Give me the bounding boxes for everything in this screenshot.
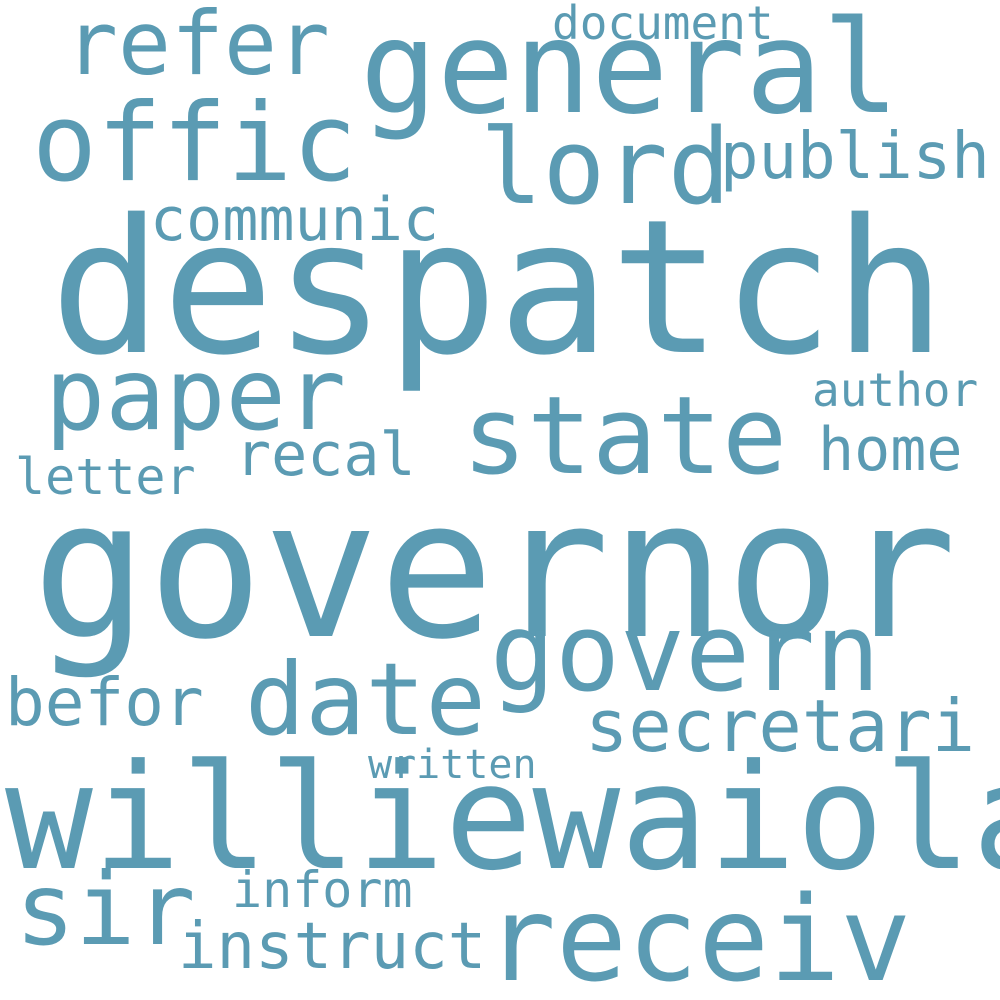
word-state: state <box>462 374 788 499</box>
word-sir: sir <box>15 851 196 968</box>
word-offic: offic <box>32 81 358 206</box>
word-lord: lord <box>480 106 731 228</box>
word-date: date <box>245 641 486 758</box>
word-home: home <box>818 415 963 485</box>
word-despatch: despatch <box>50 179 946 396</box>
word-recal: recal <box>235 420 416 490</box>
word-document: document <box>552 0 774 50</box>
word-communic: communic <box>150 185 439 255</box>
word-written: written <box>368 742 537 788</box>
word-author: author <box>812 363 979 417</box>
word-receiv: receiv <box>485 870 912 1000</box>
word-letter: letter <box>15 448 196 506</box>
word-paper: paper <box>45 336 347 453</box>
word-instruct: instruct <box>178 910 487 984</box>
word-general: general <box>360 0 900 143</box>
word-inform: inform <box>232 861 413 919</box>
word-befor: befor <box>5 664 204 741</box>
word-williewaiola: williewaiola <box>5 733 1000 903</box>
word-secretari: secretari <box>585 684 976 768</box>
word-governor: governor <box>32 459 957 682</box>
word-govern: govern <box>490 591 881 716</box>
word-refer: refer <box>65 0 330 95</box>
word-publish: publish <box>720 120 990 194</box>
